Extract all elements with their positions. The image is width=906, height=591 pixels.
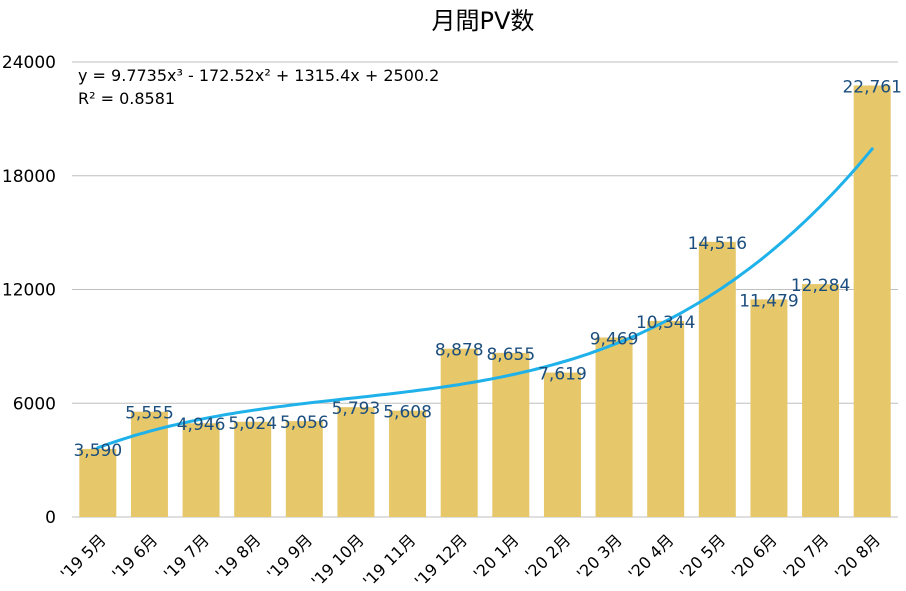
trendline-r-squared: R² = 0.8581 — [78, 89, 175, 108]
x-tick-label: '20 8月 — [831, 530, 884, 583]
x-tick-label: '20 3月 — [573, 530, 626, 583]
bar — [802, 284, 840, 517]
data-label: 9,469 — [590, 329, 639, 349]
y-tick-label: 24000 — [2, 53, 56, 73]
x-tick-label: '20 5月 — [676, 530, 729, 583]
y-tick-label: 18000 — [2, 167, 56, 187]
x-tick-label: '19 11月 — [359, 530, 419, 590]
data-label: 10,344 — [636, 313, 695, 333]
data-label: 8,655 — [486, 345, 535, 365]
data-label: 12,284 — [791, 276, 850, 296]
trendline — [96, 147, 874, 450]
bar — [698, 241, 736, 517]
data-label: 5,024 — [228, 414, 277, 434]
data-label: 11,479 — [739, 291, 798, 311]
bar — [440, 348, 478, 517]
bar — [182, 423, 220, 517]
bar — [595, 337, 633, 517]
data-label: 3,590 — [73, 441, 122, 461]
bar — [234, 421, 272, 517]
bar — [337, 407, 375, 517]
bar — [750, 299, 788, 517]
data-label: 22,761 — [842, 77, 901, 97]
data-label: 8,878 — [435, 341, 484, 361]
x-tick-label: '20 7月 — [779, 530, 832, 583]
x-tick-label: '19 12月 — [411, 530, 471, 590]
x-axis-ticks: '19 5月'19 6月'19 7月'19 8月'19 9月'19 10月'19… — [57, 530, 884, 590]
data-label: 5,555 — [125, 404, 174, 424]
trendline-layer — [96, 147, 874, 450]
x-tick-label: '19 5月 — [57, 530, 110, 583]
data-label: 5,608 — [383, 403, 432, 423]
x-tick-label: '20 6月 — [728, 530, 781, 583]
bar — [79, 448, 117, 517]
y-tick-label: 12000 — [2, 281, 56, 301]
data-label: 7,619 — [538, 365, 587, 385]
bar — [285, 421, 323, 517]
data-label: 5,793 — [332, 399, 381, 419]
x-tick-label: '19 10月 — [308, 530, 368, 590]
bar — [647, 320, 685, 517]
data-label: 14,516 — [688, 234, 747, 254]
trendline-equation: y = 9.7735x³ - 172.52x² + 1315.4x + 2500… — [78, 66, 439, 85]
y-tick-label: 6000 — [13, 394, 56, 414]
bar — [853, 85, 891, 517]
y-axis-ticks: 0 6000 12000 18000 24000 — [2, 53, 56, 528]
y-tick-label: 0 — [45, 508, 56, 528]
x-tick-label: '19 6月 — [108, 530, 161, 583]
data-label: 4,946 — [177, 415, 226, 435]
data-label: 5,056 — [280, 413, 329, 433]
x-tick-label: '19 7月 — [160, 530, 213, 583]
x-tick-label: '20 2月 — [521, 530, 574, 583]
bar — [492, 352, 530, 517]
bar — [389, 410, 427, 517]
chart-title: 月間PV数 — [432, 7, 535, 35]
x-tick-label: '20 1月 — [470, 530, 523, 583]
x-tick-label: '19 8月 — [211, 530, 264, 583]
x-tick-label: '20 4月 — [624, 530, 677, 583]
bars — [79, 85, 891, 517]
bar — [543, 372, 581, 517]
